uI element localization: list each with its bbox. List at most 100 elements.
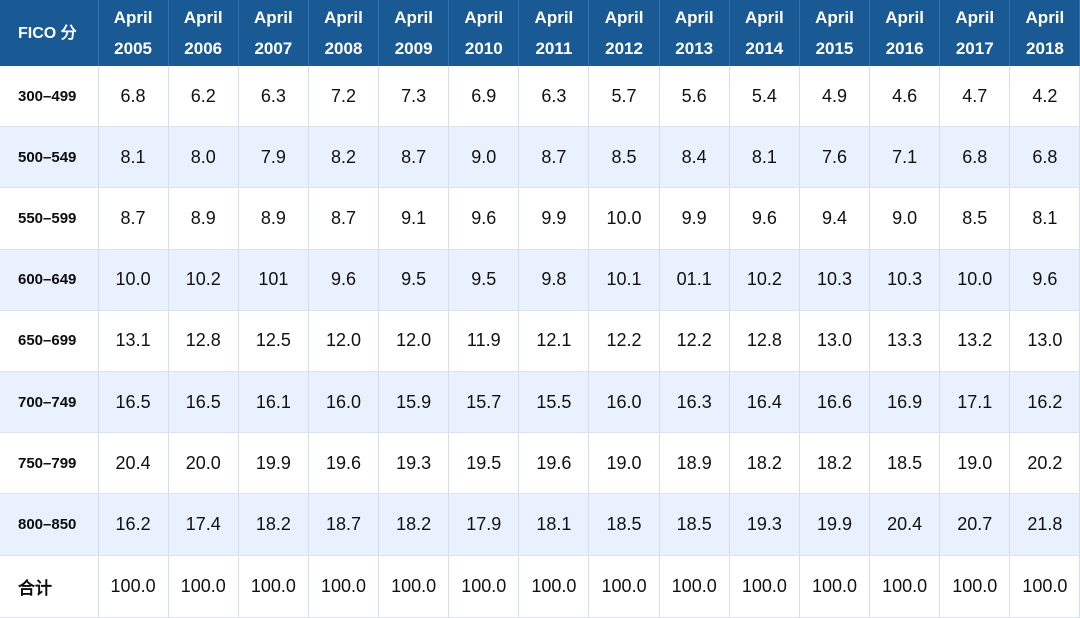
table-cell: 18.5 [869,432,941,495]
column-header-month: April [534,8,574,27]
table-cell: 11.9 [448,310,520,372]
table-cell: 100.0 [518,555,590,618]
column-header-month: April [183,8,223,27]
table-cell: 21.8 [1009,493,1080,556]
table-cell: 16.0 [308,371,380,434]
table-row: 600–649 10.0 10.2 101 9.6 9.5 9.5 9.8 10.1 01.1 10… [0,249,1080,311]
column-header-month: April [674,8,714,27]
row-label: 合计 [0,555,99,618]
row-label: 550–599 [0,187,99,250]
table-cell: 100.0 [98,555,169,618]
column-header-month: April [324,8,363,27]
table-cell: 18.5 [659,493,730,556]
table-cell: 6.3 [518,66,590,128]
table-cell: 17.1 [939,371,1011,434]
table-cell: 8.7 [518,126,590,189]
table-cell: 20.4 [98,432,169,495]
column-header-month: April [253,8,293,27]
table-cell: 5.4 [729,66,800,128]
table-cell: 6.8 [939,126,1011,189]
table-cell: 6.8 [98,66,169,128]
column-header-2012: April 2012 [588,0,660,66]
table-cell: 18.2 [238,493,309,556]
column-header-year: 2018 [1025,39,1064,58]
table-row: 500–549 8.1 8.0 7.9 8.2 8.7 9.0 8.7 8.5 8.4 8.1 7.6… [0,126,1080,189]
column-header-month: April [113,8,153,27]
table-cell: 8.1 [729,126,800,189]
column-header-year: 2008 [324,39,363,58]
table-cell: 101 [238,249,309,311]
table-cell: 10.0 [98,249,169,311]
column-header-month: April [815,8,854,27]
table-cell: 17.9 [448,493,520,556]
table-cell: 12.2 [588,310,660,372]
table-cell: 9.9 [518,187,590,250]
table-cell: 12.0 [308,310,380,372]
total-row: 合计 100.0 100.0 100.0 100.0 100.0 100.0 100.0 100… [0,555,1080,618]
table-cell: 20.0 [168,432,239,495]
table-cell: 100.0 [588,555,660,618]
column-header-year: 2011 [535,39,573,58]
column-header-month: April [1025,8,1065,27]
table-cell: 100.0 [939,555,1011,618]
column-header-2013: April 2013 [659,0,730,66]
table-cell: 13.0 [1009,310,1080,372]
table-cell: 8.1 [1009,187,1080,250]
table-cell: 9.8 [518,249,590,311]
column-header-year: 2014 [745,39,784,58]
table-cell: 13.1 [98,310,169,372]
table-cell: 16.5 [98,371,169,434]
table-cell: 18.1 [518,493,590,556]
table-row: 800–850 16.2 17.4 18.2 18.7 18.2 17.9 18.1 18.5 1… [0,493,1080,556]
table-cell: 100.0 [238,555,309,618]
table-cell: 8.1 [98,126,169,189]
table-cell: 10.3 [869,249,941,311]
table-cell: 16.6 [799,371,871,434]
table-cell: 8.7 [98,187,169,250]
table-cell: 6.8 [1009,126,1080,189]
column-header-year: 2013 [675,39,714,58]
column-header-2010: April 2010 [448,0,520,66]
table-cell: 10.0 [939,249,1011,311]
row-label: 750–799 [0,432,99,495]
table-row: 550–599 8.7 8.9 8.9 8.7 9.1 9.6 9.9 10.0 9.9 9.6 9.… [0,187,1080,250]
table-cell: 18.2 [799,432,871,495]
column-header-year: 2005 [114,39,152,58]
table-cell: 19.9 [238,432,309,495]
column-header-2007: April 2007 [238,0,309,66]
row-label: 700–749 [0,371,99,434]
column-header-2006: April 2006 [168,0,239,66]
header-row: FICO 分 April 2005 April 2006 April 2007 April 2… [0,0,1080,66]
table-cell: 18.2 [729,432,800,495]
table-cell: 6.2 [168,66,239,128]
table-cell: 19.6 [518,432,590,495]
table-cell: 16.4 [729,371,800,434]
corner-header: FICO 分 [0,0,99,66]
column-header-year: 2006 [184,39,223,58]
table-cell: 100.0 [799,555,871,618]
table-cell: 16.3 [659,371,730,434]
column-header-month: April [744,8,784,27]
column-header-year: 2017 [955,39,994,58]
table-cell: 5.7 [588,66,660,128]
table-cell: 16.2 [98,493,169,556]
table-cell: 4.9 [799,66,871,128]
table-cell: 19.6 [308,432,380,495]
table-cell: 9.6 [729,187,800,250]
column-header-month: April [955,8,995,27]
table-cell: 19.0 [588,432,660,495]
table-cell: 8.0 [168,126,239,189]
table-cell: 9.6 [448,187,520,250]
table-cell: 9.9 [659,187,730,250]
table-cell: 17.4 [168,493,239,556]
column-header-month: April [885,8,924,27]
table-row: 650–699 13.1 12.8 12.5 12.0 12.0 11.9 12.1 12.2 1… [0,310,1080,372]
table-cell: 4.2 [1009,66,1080,128]
table-cell: 20.2 [1009,432,1080,495]
column-header-2017: April 2017 [939,0,1011,66]
table-cell: 15.7 [448,371,520,434]
table-cell: 100.0 [378,555,450,618]
table-cell: 8.4 [659,126,730,189]
column-header-2005: April 2005 [98,0,169,66]
